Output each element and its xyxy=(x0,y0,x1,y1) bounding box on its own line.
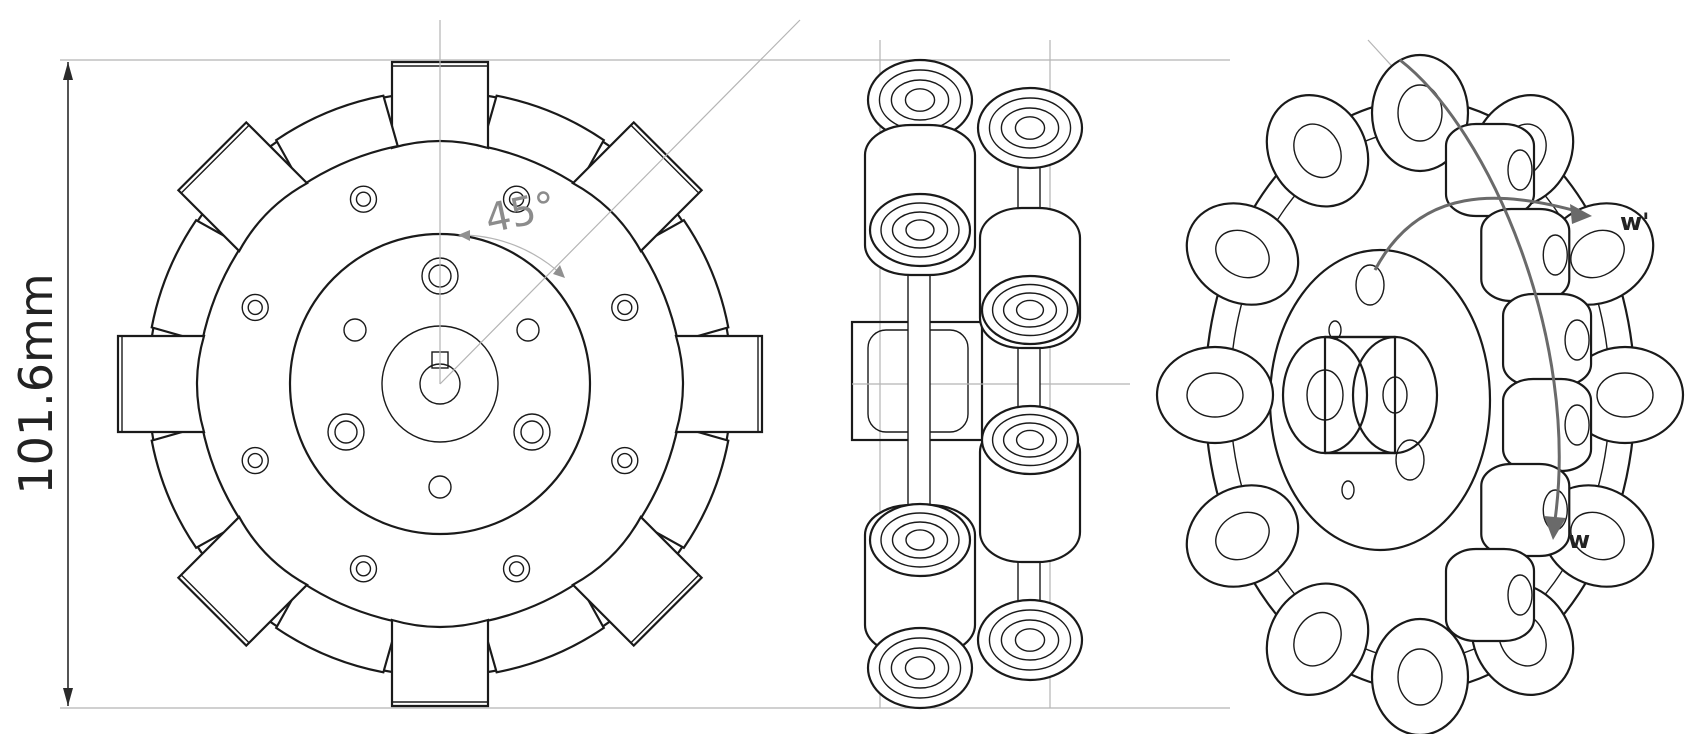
w-label: w xyxy=(1568,526,1590,554)
main-roller xyxy=(176,120,309,253)
main-roller xyxy=(571,120,704,253)
motion-arrow-w-prime: w' xyxy=(1373,196,1650,271)
main-roller xyxy=(390,618,490,708)
iso-roller xyxy=(1185,484,1300,588)
side-bearing xyxy=(868,502,972,578)
dimension-label: 101.6mm xyxy=(9,273,63,494)
iso-roller xyxy=(1185,202,1300,306)
main-roller xyxy=(674,334,764,434)
iso-front-roller xyxy=(1444,547,1536,643)
height-dimension: 101.6mm xyxy=(9,62,73,706)
motion-arrow-w: w xyxy=(1399,58,1590,554)
side-bearing xyxy=(980,274,1080,346)
rim-screws xyxy=(241,185,639,583)
iso-roller xyxy=(1155,345,1275,445)
side-bearing xyxy=(868,192,972,268)
front-view: 45° xyxy=(116,19,801,708)
iso-roller xyxy=(1265,94,1370,208)
main-roller xyxy=(571,515,704,648)
iso-roller xyxy=(1370,617,1470,737)
iso-roller xyxy=(1565,345,1685,445)
iso-front-roller xyxy=(1444,122,1536,218)
side-bearing xyxy=(866,626,974,710)
hub-bolt xyxy=(327,257,551,451)
secondary-roller xyxy=(274,94,400,188)
w-prime-label: w' xyxy=(1620,208,1650,236)
extension-lines xyxy=(60,59,1230,709)
main-roller xyxy=(176,515,309,648)
angle-label: 45° xyxy=(481,183,560,243)
iso-roller xyxy=(1265,582,1370,696)
side-bearing xyxy=(980,404,1080,476)
isometric-view: w' w xyxy=(1155,39,1685,737)
iso-roller xyxy=(1370,53,1470,173)
side-view xyxy=(850,40,1130,710)
side-bearing xyxy=(976,598,1084,682)
iso-front-roller xyxy=(1480,207,1571,303)
side-bearing xyxy=(976,86,1084,170)
iso-hub-bolts xyxy=(1283,250,1425,500)
iso-front-roller xyxy=(1501,377,1593,473)
main-roller xyxy=(116,334,206,434)
